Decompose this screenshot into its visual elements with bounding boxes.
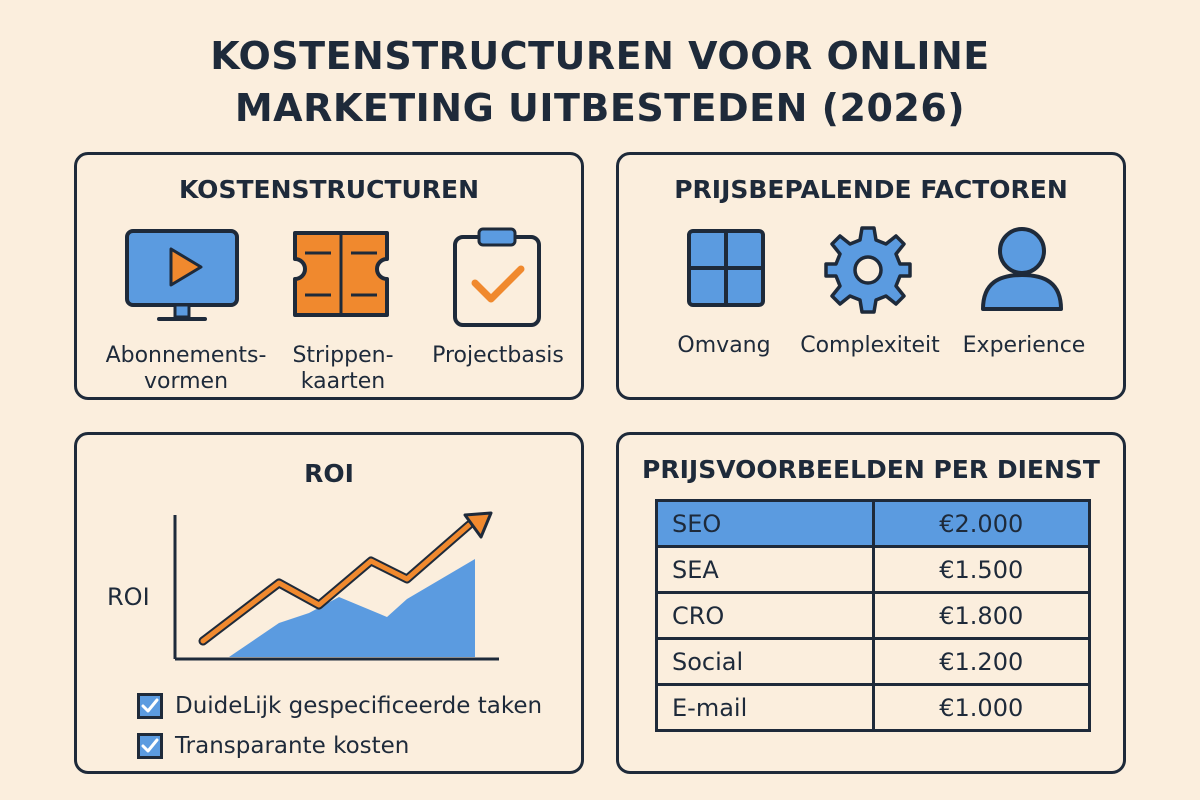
check-item-taken: DuideLijk gespecificeerde taken — [137, 693, 542, 719]
service-cell: E-mail — [655, 683, 875, 732]
price-cell: €1.800 — [871, 591, 1091, 640]
kostenstructuren-heading: KOSTENSTRUCTUREN — [178, 175, 480, 204]
factor-experience-label: Experience — [962, 333, 1086, 358]
punch-card-icon — [293, 231, 389, 317]
checkbox-kosten[interactable] — [137, 733, 163, 759]
monitor-play-icon — [125, 229, 239, 321]
price-cell: €1.200 — [871, 637, 1091, 686]
kostenstructuur-strippenkaarten: Strippen- kaarten — [273, 343, 413, 395]
kostenstructuur-abonnementen: Abonnements- vormen — [91, 343, 281, 395]
roi-area — [229, 559, 475, 657]
checkbox-taken[interactable] — [137, 693, 163, 719]
prijsvoorbeelden-panel: PRIJSVOORBEELDEN PER DIENST SEO €2.000 S… — [616, 432, 1126, 774]
table-row: SEA €1.500 — [655, 545, 1091, 594]
page-title: KOSTENSTRUCTUREN VOOR ONLINE MARKETING U… — [0, 30, 1200, 134]
table-row: Social €1.200 — [655, 637, 1091, 686]
title-line-1: KOSTENSTRUCTUREN VOOR ONLINE — [210, 34, 990, 78]
check-item-taken-label: DuideLijk gespecificeerde taken — [175, 693, 543, 719]
kostenstructuren-panel: KOSTENSTRUCTUREN Abonnements- vormen Str… — [74, 152, 584, 400]
person-icon — [981, 227, 1063, 311]
clipboard-check-icon — [453, 227, 541, 327]
checkmark-icon — [141, 738, 159, 753]
check-item-kosten-label: Transparante kosten — [175, 733, 410, 759]
table-row: CRO €1.800 — [655, 591, 1091, 640]
service-cell: SEO — [655, 499, 875, 548]
price-cell: €2.000 — [871, 499, 1091, 548]
abonnementen-label-line-2: vormen — [143, 369, 229, 394]
price-table: SEO €2.000 SEA €1.500 CRO €1.800 Social … — [655, 499, 1091, 732]
kostenstructuur-projectbasis: Projectbasis — [419, 343, 577, 369]
roi-growth-chart — [173, 511, 499, 661]
service-cell: SEA — [655, 545, 875, 594]
factoren-panel: PRIJSBEPALENDE FACTOREN Omvang Complexit… — [616, 152, 1126, 400]
service-cell: Social — [655, 637, 875, 686]
factor-complexiteit-label: Complexiteit — [800, 333, 940, 358]
grid-icon — [687, 229, 765, 307]
abonnementen-label-line-1: Abonnements- — [105, 343, 267, 368]
table-row: SEO €2.000 — [655, 499, 1091, 548]
checkmark-icon — [141, 698, 159, 713]
roi-heading: ROI — [304, 459, 354, 488]
table-row: E-mail €1.000 — [655, 683, 1091, 732]
strippenkaarten-label-line-2: kaarten — [300, 369, 386, 394]
factor-omvang-label: Omvang — [677, 333, 771, 358]
strippenkaarten-label-line-1: Strippen- — [292, 343, 394, 368]
roi-axis-label: ROI — [107, 583, 150, 611]
price-cell: €1.500 — [871, 545, 1091, 594]
price-cell: €1.000 — [871, 683, 1091, 732]
gear-icon — [824, 226, 912, 314]
roi-panel: ROI ROI DuideLijk gespecificeerde taken … — [74, 432, 584, 774]
projectbasis-label: Projectbasis — [432, 343, 564, 368]
service-cell: CRO — [655, 591, 875, 640]
roi-arrow-head — [463, 511, 493, 539]
factoren-heading: PRIJSBEPALENDE FACTOREN — [674, 175, 1068, 204]
prijsvoorbeelden-heading: PRIJSVOORBEELDEN PER DIENST — [642, 455, 1100, 484]
check-item-kosten: Transparante kosten — [137, 733, 409, 759]
title-line-2: MARKETING UITBESTEDEN (2026) — [234, 86, 966, 130]
